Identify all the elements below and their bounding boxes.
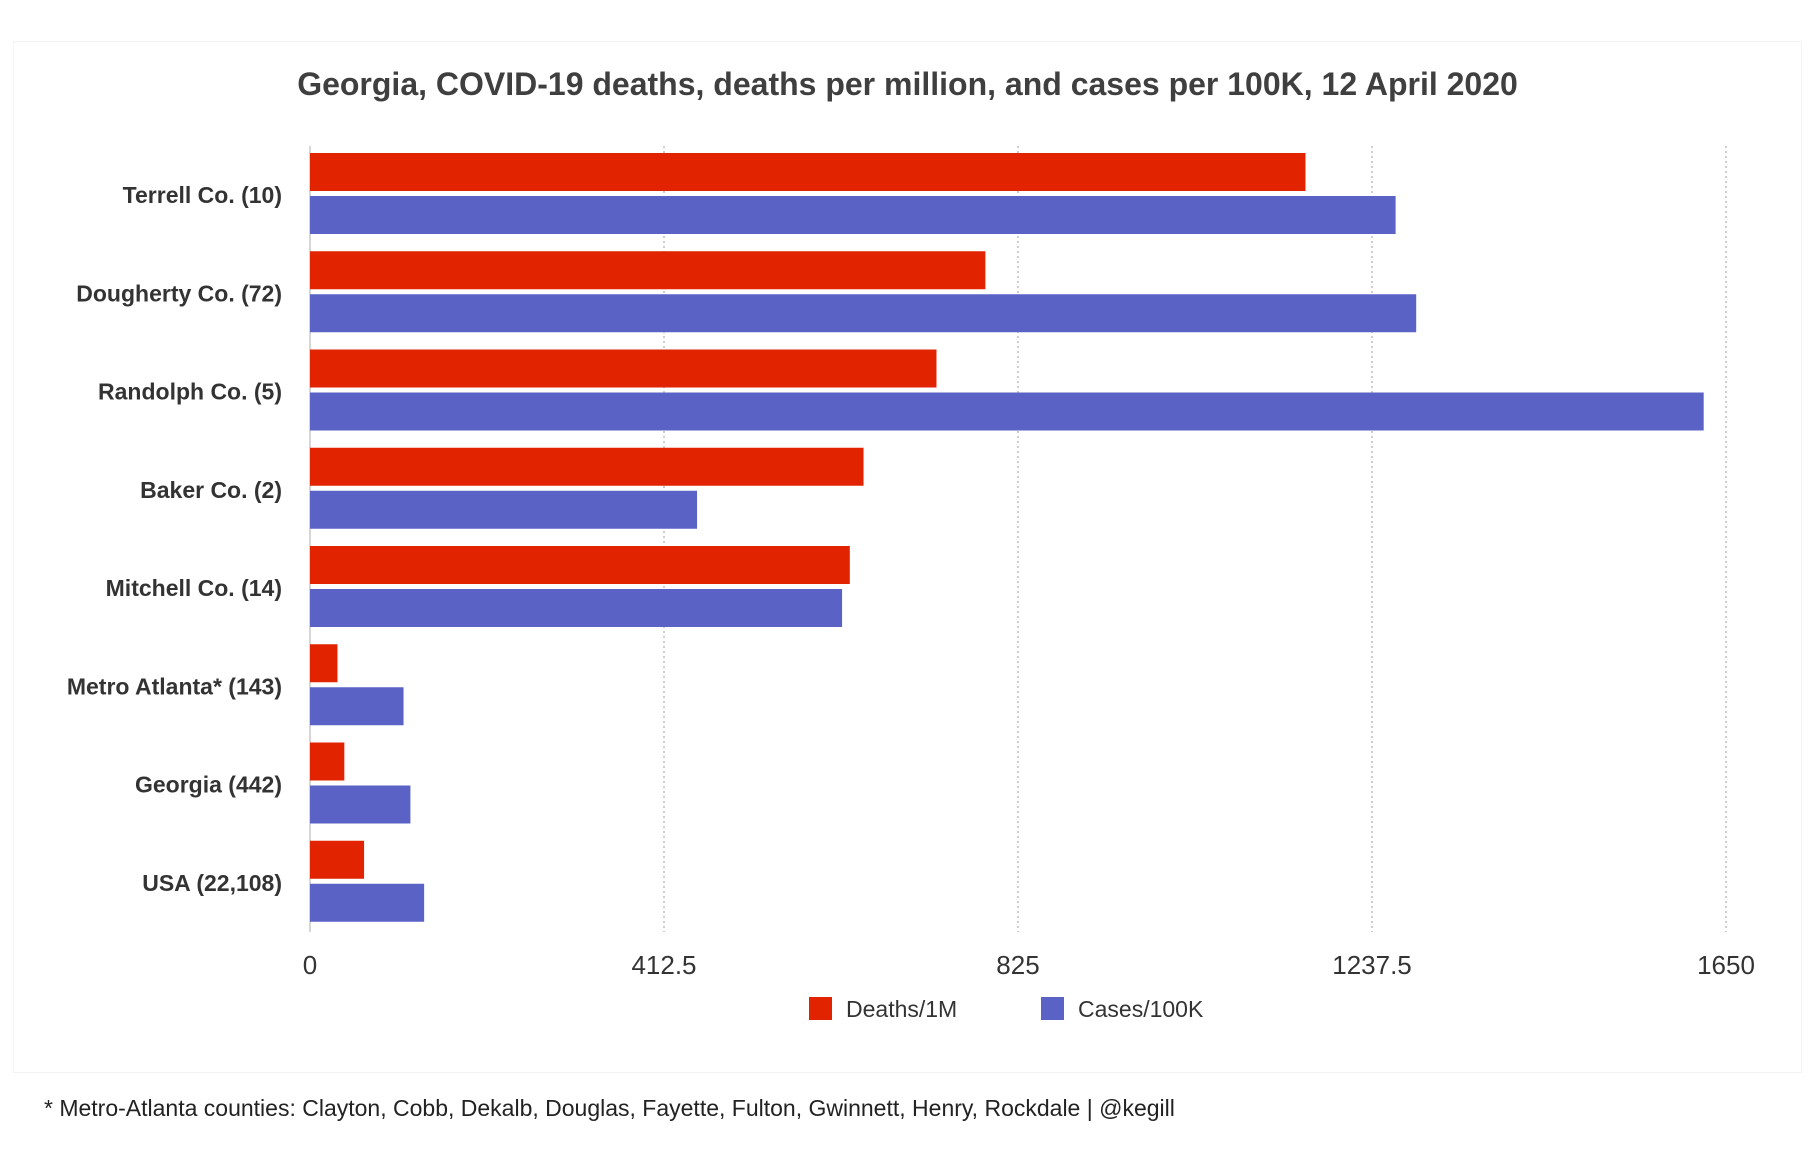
chart-title: Georgia, COVID-19 deaths, deaths per mil… [297, 66, 1518, 102]
category-label: Baker Co. (2) [140, 477, 282, 503]
bar-cases [310, 392, 1704, 431]
category-label: Mitchell Co. (14) [106, 575, 282, 601]
bar-cases [310, 294, 1417, 333]
bar-cases [310, 687, 404, 726]
bar-deaths [310, 349, 937, 388]
bars [310, 153, 1704, 922]
chart-card: Georgia, COVID-19 deaths, deaths per mil… [14, 42, 1801, 1072]
x-tick-label: 1237.5 [1332, 950, 1412, 980]
category-label: Randolph Co. (5) [98, 379, 282, 405]
bar-cases [310, 196, 1396, 234]
footnote: * Metro-Atlanta counties: Clayton, Cobb,… [44, 1095, 1175, 1121]
x-tick-label: 825 [996, 950, 1039, 980]
category-label: Dougherty Co. (72) [76, 280, 282, 306]
bar-deaths [310, 153, 1306, 191]
x-axis-ticks: 0 412.5 825 1237.5 1650 [303, 950, 1755, 980]
bar-chart: Terrell Co. (10) Dougherty Co. (72) Randol… [67, 146, 1755, 1022]
bar-deaths [310, 447, 864, 486]
bar-cases [310, 785, 411, 824]
x-tick-label: 1650 [1697, 950, 1755, 980]
bar-deaths [310, 546, 850, 584]
legend-label: Cases/100K [1078, 996, 1204, 1022]
category-label: Metro Atlanta* (143) [67, 673, 282, 699]
bar-cases [310, 490, 698, 529]
legend: Deaths/1M Cases/100K [809, 996, 1204, 1022]
x-tick-label: 0 [303, 950, 317, 980]
legend-swatch [1041, 997, 1064, 1020]
bar-deaths [310, 644, 338, 683]
legend-label: Deaths/1M [846, 996, 957, 1022]
category-label: Georgia (442) [135, 772, 282, 798]
bar-deaths [310, 840, 365, 879]
x-tick-label: 412.5 [631, 950, 696, 980]
category-label: USA (22,108) [142, 870, 282, 896]
bar-deaths [310, 742, 345, 781]
bar-cases [310, 883, 425, 922]
legend-swatch [809, 997, 832, 1020]
bar-deaths [310, 251, 986, 290]
bar-cases [310, 589, 843, 627]
category-label: Terrell Co. (10) [123, 182, 282, 208]
category-labels: Terrell Co. (10) Dougherty Co. (72) Randol… [67, 182, 282, 896]
